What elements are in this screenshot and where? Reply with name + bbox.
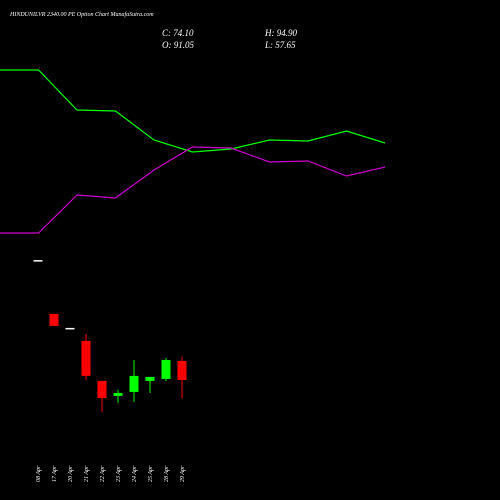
x-tick-label: 29 Apr: [180, 465, 186, 482]
candle-body: [145, 376, 155, 381]
candle-body: [177, 360, 187, 380]
candle-body: [113, 392, 123, 396]
chart-title: HINDUNILVR 2340.00 PE Option Chart Munaf…: [9, 11, 154, 18]
candle-body: [81, 340, 91, 376]
x-tick-label: 08 Apr: [36, 465, 42, 482]
x-tick-label: 28 Apr: [164, 465, 170, 482]
x-tick-label: 21 Apr: [84, 465, 90, 482]
x-tick-label: 20 Apr: [68, 465, 74, 482]
stat-high: H: 94.90: [264, 28, 297, 38]
indicator-line: [0, 146, 386, 234]
x-tick-label: 22 Apr: [100, 465, 106, 482]
candle-body: [65, 327, 75, 330]
x-tick-label: 17 Apr: [52, 465, 58, 482]
x-tick-label: 25 Apr: [148, 465, 154, 482]
x-tick-label: 24 Apr: [131, 465, 138, 482]
stat-low: L: 57.65: [264, 40, 296, 50]
stat-close: C: 74.10: [162, 28, 194, 38]
candle-body: [129, 375, 139, 392]
candle-body: [97, 380, 107, 398]
candle-body: [161, 359, 171, 379]
candle-body: [33, 260, 43, 262]
stat-open: O: 91.05: [162, 40, 194, 50]
x-tick-label: 23 Apr: [116, 465, 122, 482]
indicator-line: [0, 69, 386, 153]
candle-body: [49, 313, 59, 326]
